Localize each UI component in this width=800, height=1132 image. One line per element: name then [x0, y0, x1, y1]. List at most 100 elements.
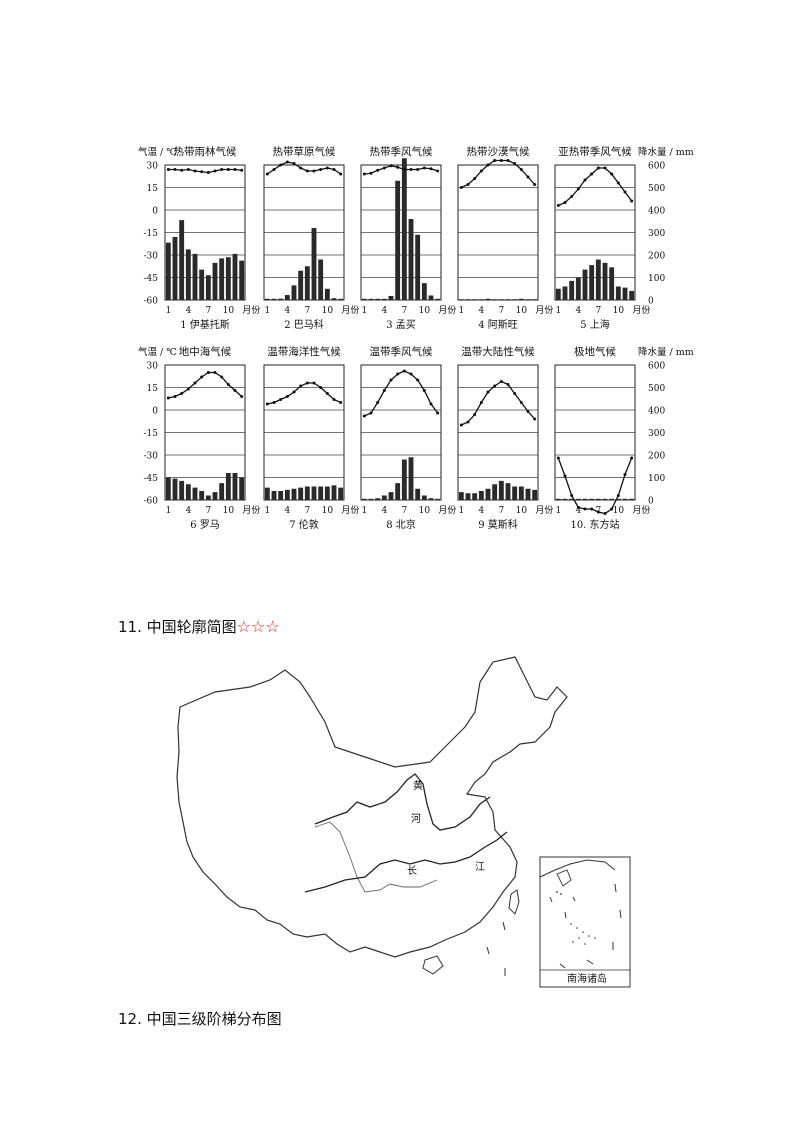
temperature-point: [272, 168, 276, 171]
temperature-point: [173, 168, 177, 171]
plateau-boundary: [314, 821, 438, 893]
temperature-point: [576, 506, 580, 509]
precip-bar: [602, 498, 608, 500]
temperature-line: [461, 380, 536, 426]
precip-bar: [582, 269, 588, 300]
temperature-point: [473, 177, 477, 180]
climate-panel-title: 热带草原气候: [273, 145, 336, 158]
temperature-point: [376, 401, 380, 404]
climate-panel-title: 热带沙漠气候: [467, 145, 530, 158]
temperature-point: [603, 166, 607, 170]
temperature-point: [486, 390, 490, 394]
temperature-point: [173, 395, 177, 398]
temperature-point: [186, 168, 190, 171]
precip-bar: [395, 483, 401, 500]
month-tick-label: 1: [361, 506, 367, 516]
precip-bar: [562, 498, 568, 500]
precip-bar: [401, 158, 407, 300]
climate-panel-title: 热带季风气候: [370, 145, 433, 158]
temperature-point: [240, 395, 244, 398]
station-caption: 7 伦敦: [289, 518, 319, 531]
precipitation-tick-label: 0: [648, 297, 654, 307]
precip-bar: [415, 234, 421, 300]
precip-bar: [278, 298, 284, 300]
month-tick-label: 10: [613, 506, 625, 516]
temperature-point: [220, 168, 224, 171]
climate-panel-title: 热带雨林气候: [174, 145, 237, 158]
precip-bar: [324, 486, 330, 500]
temperature-point: [233, 389, 237, 392]
precipitation-tick-label: 600: [648, 362, 665, 372]
precip-bar: [602, 262, 608, 300]
precip-bar: [381, 495, 387, 500]
precip-bar: [505, 483, 511, 500]
month-tick-label: 7: [401, 306, 407, 316]
precip-bar: [428, 498, 434, 500]
temperature-point: [325, 166, 329, 170]
yangtze-river: [304, 831, 508, 893]
precip-bar: [622, 498, 628, 500]
precipitation-tick-label: 600: [648, 162, 665, 172]
precip-bar: [318, 486, 324, 500]
temperature-line: [364, 165, 438, 175]
month-unit-label: 月份: [438, 304, 456, 316]
precip-bar: [324, 288, 330, 300]
temperature-point: [305, 169, 309, 173]
temperature-point: [429, 167, 433, 171]
temperature-point: [396, 372, 400, 376]
month-tick-label: 7: [401, 506, 407, 516]
temperature-point: [436, 169, 440, 173]
precipitation-tick-label: 100: [648, 474, 665, 484]
temperature-point: [596, 166, 600, 170]
temperature-point: [272, 401, 276, 404]
precip-bar: [498, 299, 504, 300]
temperature-point: [422, 166, 426, 170]
temperature-point: [459, 186, 463, 189]
temperature-tick-label: -60: [144, 497, 159, 507]
temperature-point: [220, 375, 224, 379]
temperature-point: [596, 510, 600, 514]
precip-bar: [388, 492, 394, 500]
temperature-point: [226, 383, 230, 386]
precip-bar: [492, 299, 498, 300]
temperature-point: [429, 402, 433, 406]
precip-bar: [172, 237, 178, 300]
precip-bar: [239, 260, 245, 300]
precip-bar: [505, 299, 511, 300]
month-tick-label: 7: [205, 506, 211, 516]
precip-bar: [199, 269, 205, 300]
temperature-tick-label: -30: [144, 252, 159, 262]
precip-bar: [421, 495, 427, 500]
temperature-point: [362, 414, 366, 418]
heading-china-steps: 12. 中国三级阶梯分布图: [118, 1008, 282, 1029]
precipitation-tick-label: 200: [648, 252, 665, 262]
temperature-point: [570, 195, 574, 198]
precip-bar: [589, 498, 595, 500]
precipitation-tick-label: 400: [648, 407, 665, 417]
precip-bar: [165, 477, 171, 500]
label-jiang: 江: [475, 861, 485, 873]
precip-bar: [278, 491, 284, 500]
temperature-point: [416, 378, 420, 382]
temperature-point: [486, 163, 490, 167]
temperature-point: [382, 389, 386, 392]
month-tick-label: 7: [595, 506, 601, 516]
climate-panel-title: 亚热带季风气候: [558, 145, 632, 158]
precipitation-tick-label: 100: [648, 274, 665, 284]
temperature-point: [369, 411, 373, 415]
month-tick-label: 10: [419, 306, 431, 316]
temperature-point: [576, 187, 580, 191]
temperature-point: [186, 387, 190, 391]
temperature-point: [389, 378, 393, 382]
station-caption: 5 上海: [580, 318, 610, 331]
south-china-sea-inset: 南海诸岛: [539, 856, 631, 988]
temperature-point: [305, 381, 309, 385]
temperature-point: [319, 386, 323, 389]
temperature-point: [583, 507, 587, 511]
temperature-point: [193, 169, 197, 173]
precip-bar: [219, 258, 225, 300]
precip-bar: [199, 491, 205, 500]
temperature-point: [180, 392, 184, 395]
station-caption: 4 阿斯旺: [478, 318, 518, 331]
